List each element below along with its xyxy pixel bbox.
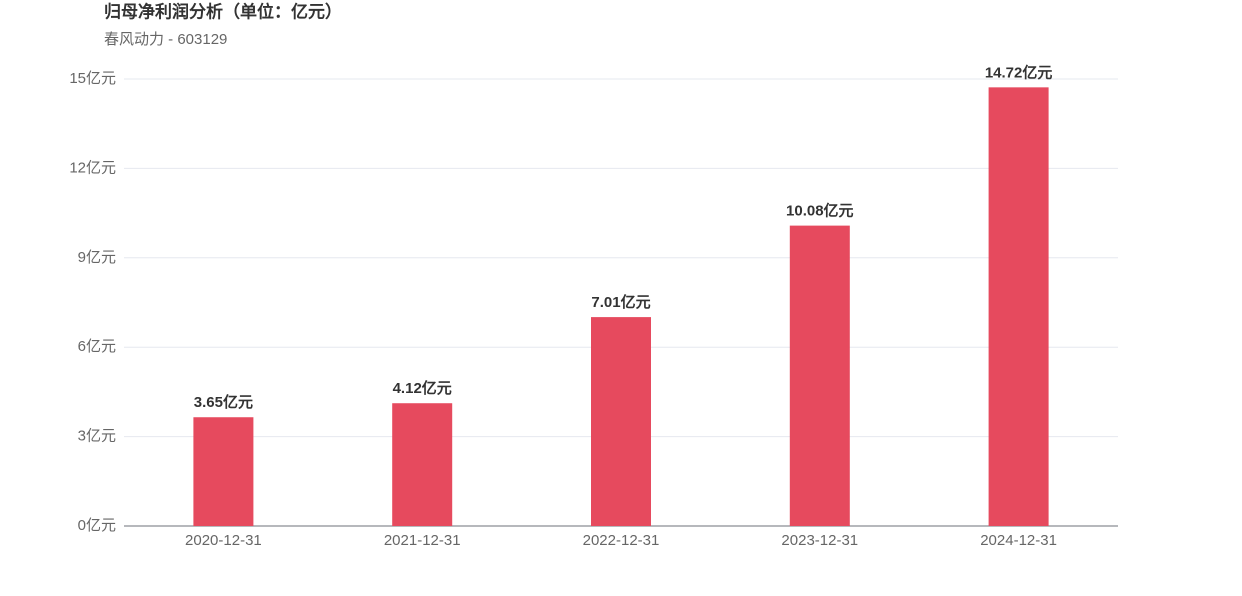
y-tick-label: 0亿元 — [78, 517, 116, 534]
bar — [392, 403, 453, 526]
data-label: 7.01亿元 — [591, 293, 650, 311]
data-label: 4.12亿元 — [393, 379, 452, 397]
data-label: 10.08亿元 — [786, 202, 854, 220]
y-tick-label: 6亿元 — [78, 338, 116, 355]
y-tick-label: 12亿元 — [69, 159, 116, 176]
bar — [789, 225, 850, 526]
y-tick-label: 9亿元 — [78, 249, 116, 266]
x-tick-label: 2022-12-31 — [583, 532, 660, 549]
chart-title: 归母净利润分析（单位：亿元） — [104, 1, 342, 21]
x-tick-label: 2021-12-31 — [384, 532, 461, 549]
bar — [591, 317, 651, 526]
x-tick-label: 2023-12-31 — [781, 532, 858, 549]
data-label: 14.72亿元 — [985, 63, 1053, 81]
y-tick-label: 3亿元 — [78, 428, 116, 445]
x-tick-label: 2020-12-31 — [185, 532, 262, 549]
x-tick-label: 2024-12-31 — [980, 532, 1057, 549]
bar — [193, 417, 254, 526]
chart-subtitle: 春风动力 - 603129 — [104, 31, 227, 48]
y-tick-label: 15亿元 — [69, 70, 116, 87]
bar — [988, 87, 1049, 527]
data-label: 3.65亿元 — [194, 393, 253, 411]
